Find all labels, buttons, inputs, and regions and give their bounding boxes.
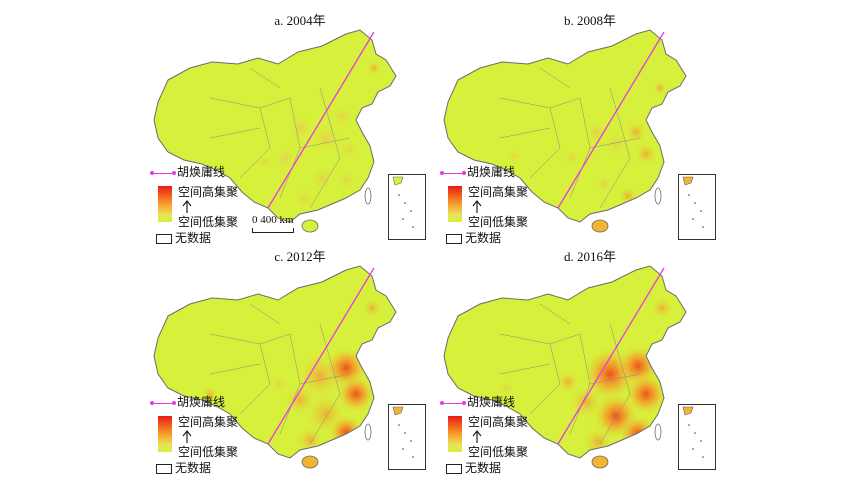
panel-title: d. 2016年 xyxy=(563,249,616,264)
hainan-island xyxy=(591,219,609,233)
legend-color-ramp xyxy=(448,416,462,452)
map-panel-2004: a. 2004年 胡焕庸线 空间高集聚 空间低集聚 无数据 0 400 xyxy=(150,10,450,248)
china-map xyxy=(443,265,687,469)
panel-title: c. 2012年 xyxy=(274,249,326,264)
legend-color-ramp xyxy=(158,186,172,222)
taiwan-island xyxy=(654,423,662,441)
legend-nodata-label: 无数据 xyxy=(465,231,502,245)
scale-bar-label: 0 400 km xyxy=(252,214,294,226)
arrow-up-icon xyxy=(472,200,482,213)
panel-title: a. 2004年 xyxy=(274,13,326,28)
legend-color-ramp xyxy=(158,416,172,452)
taiwan-island xyxy=(654,187,662,205)
arrow-up-icon xyxy=(182,430,192,443)
south-china-sea-inset xyxy=(388,404,426,470)
hu-line-legend-icon xyxy=(150,400,176,405)
nodata-swatch xyxy=(156,464,172,475)
map-panel-2012: c. 2012年 胡焕庸线 空间高集聚 空间低集聚 无数据 xyxy=(150,246,450,484)
legend-low-label: 空间低集聚 xyxy=(468,215,529,229)
legend-line-label: 胡焕庸线 xyxy=(467,395,516,409)
south-china-sea-inset xyxy=(388,174,426,240)
legend-color-ramp xyxy=(448,186,462,222)
legend-line-label: 胡焕庸线 xyxy=(177,395,226,409)
south-china-sea-inset xyxy=(678,174,716,240)
legend-line-label: 胡焕庸线 xyxy=(467,165,516,179)
china-map xyxy=(153,265,397,469)
hu-line xyxy=(267,267,375,445)
legend: 胡焕庸线 空间高集聚 空间低集聚 无数据 xyxy=(150,395,252,476)
legend-nodata-label: 无数据 xyxy=(465,461,502,475)
south-china-sea-inset xyxy=(678,404,716,470)
hu-line-legend-icon xyxy=(440,170,466,175)
hu-line-legend-icon xyxy=(150,170,176,175)
taiwan-island xyxy=(364,423,372,441)
nodata-swatch xyxy=(446,234,462,245)
hainan-island xyxy=(301,455,319,469)
hainan-island xyxy=(301,219,319,233)
taiwan-island xyxy=(364,187,372,205)
legend-high-label: 空间高集聚 xyxy=(178,185,239,199)
hu-line xyxy=(557,267,665,445)
legend-nodata-label: 无数据 xyxy=(175,231,212,245)
hu-line xyxy=(557,31,665,209)
hu-line xyxy=(267,31,375,209)
legend-low-label: 空间低集聚 xyxy=(178,445,239,459)
china-map xyxy=(153,29,397,233)
nodata-swatch xyxy=(446,464,462,475)
legend-low-label: 空间低集聚 xyxy=(178,215,239,229)
legend: 胡焕庸线 空间高集聚 空间低集聚 无数据 xyxy=(150,165,252,246)
nodata-swatch xyxy=(156,234,172,245)
arrow-up-icon xyxy=(472,430,482,443)
legend-line-label: 胡焕庸线 xyxy=(177,165,226,179)
hu-line-legend-icon xyxy=(440,400,466,405)
scale-bar xyxy=(252,228,294,233)
legend-nodata-label: 无数据 xyxy=(175,461,212,475)
legend-high-label: 空间高集聚 xyxy=(468,415,529,429)
panel-title: b. 2008年 xyxy=(563,13,616,28)
legend: 胡焕庸线 空间高集聚 空间低集聚 无数据 xyxy=(440,395,542,476)
legend-low-label: 空间低集聚 xyxy=(468,445,529,459)
china-map xyxy=(443,29,687,233)
legend-high-label: 空间高集聚 xyxy=(468,185,529,199)
legend: 胡焕庸线 空间高集聚 空间低集聚 无数据 xyxy=(440,165,542,246)
hainan-island xyxy=(591,455,609,469)
map-panel-2016: d. 2016年 胡焕庸线 空间高集聚 空间低集聚 无数据 xyxy=(440,246,740,484)
map-panel-2008: b. 2008年 胡焕庸线 空间高集聚 空间低集聚 无数据 xyxy=(440,10,740,248)
arrow-up-icon xyxy=(182,200,192,213)
legend-high-label: 空间高集聚 xyxy=(178,415,239,429)
